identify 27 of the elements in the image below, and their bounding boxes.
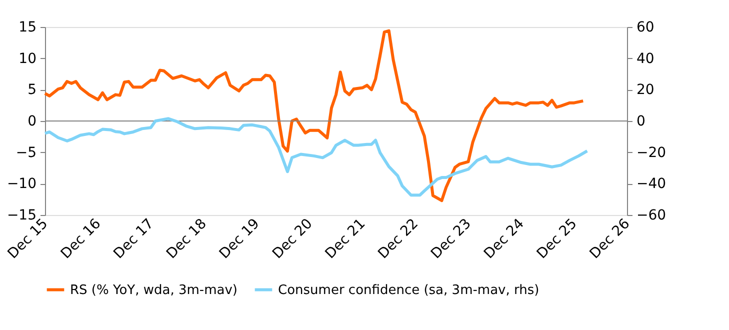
y-tick-label: 5 — [28, 82, 36, 98]
x-tick-label: Dec 20 — [270, 216, 316, 262]
x-tick-label: Dec 19 — [216, 216, 263, 262]
x-tick-label: Dec 18 — [164, 216, 210, 262]
y2-tick-label: 0 — [636, 114, 646, 130]
x-tick-label: Dec 25 — [534, 216, 580, 262]
x-tick-label: Dec 26 — [586, 216, 634, 262]
y-tick-label: −10 — [6, 176, 36, 192]
legend-label: RS (% YoY, wda, 3m-mav) — [70, 282, 238, 298]
x-tick-label: Dec 17 — [110, 216, 158, 262]
y2-tick-label: −20 — [636, 144, 666, 161]
y2-tick-label: −40 — [636, 176, 666, 192]
y2-tick-label: −60 — [636, 208, 666, 224]
y-tick-label: −15 — [6, 208, 36, 224]
y2-tick-label: 20 — [636, 82, 654, 98]
x-tick-label: Dec 21 — [322, 216, 369, 262]
y2-tick-label: 40 — [636, 50, 654, 67]
legend-label: Consumer confidence (sa, 3m-mav, rhs) — [278, 282, 540, 298]
y2-tick-label: 60 — [636, 20, 654, 36]
y-tick-label: 10 — [18, 50, 36, 67]
x-tick-label: Dec 22 — [375, 216, 422, 262]
y-tick-label: 0 — [28, 114, 36, 130]
x-tick-label: Dec 24 — [481, 216, 528, 262]
y-tick-label: −5 — [16, 144, 36, 161]
y-tick-label: 15 — [18, 20, 36, 36]
x-tick-label: Dec 23 — [428, 216, 474, 262]
x-tick-label: Dec 16 — [58, 216, 104, 262]
